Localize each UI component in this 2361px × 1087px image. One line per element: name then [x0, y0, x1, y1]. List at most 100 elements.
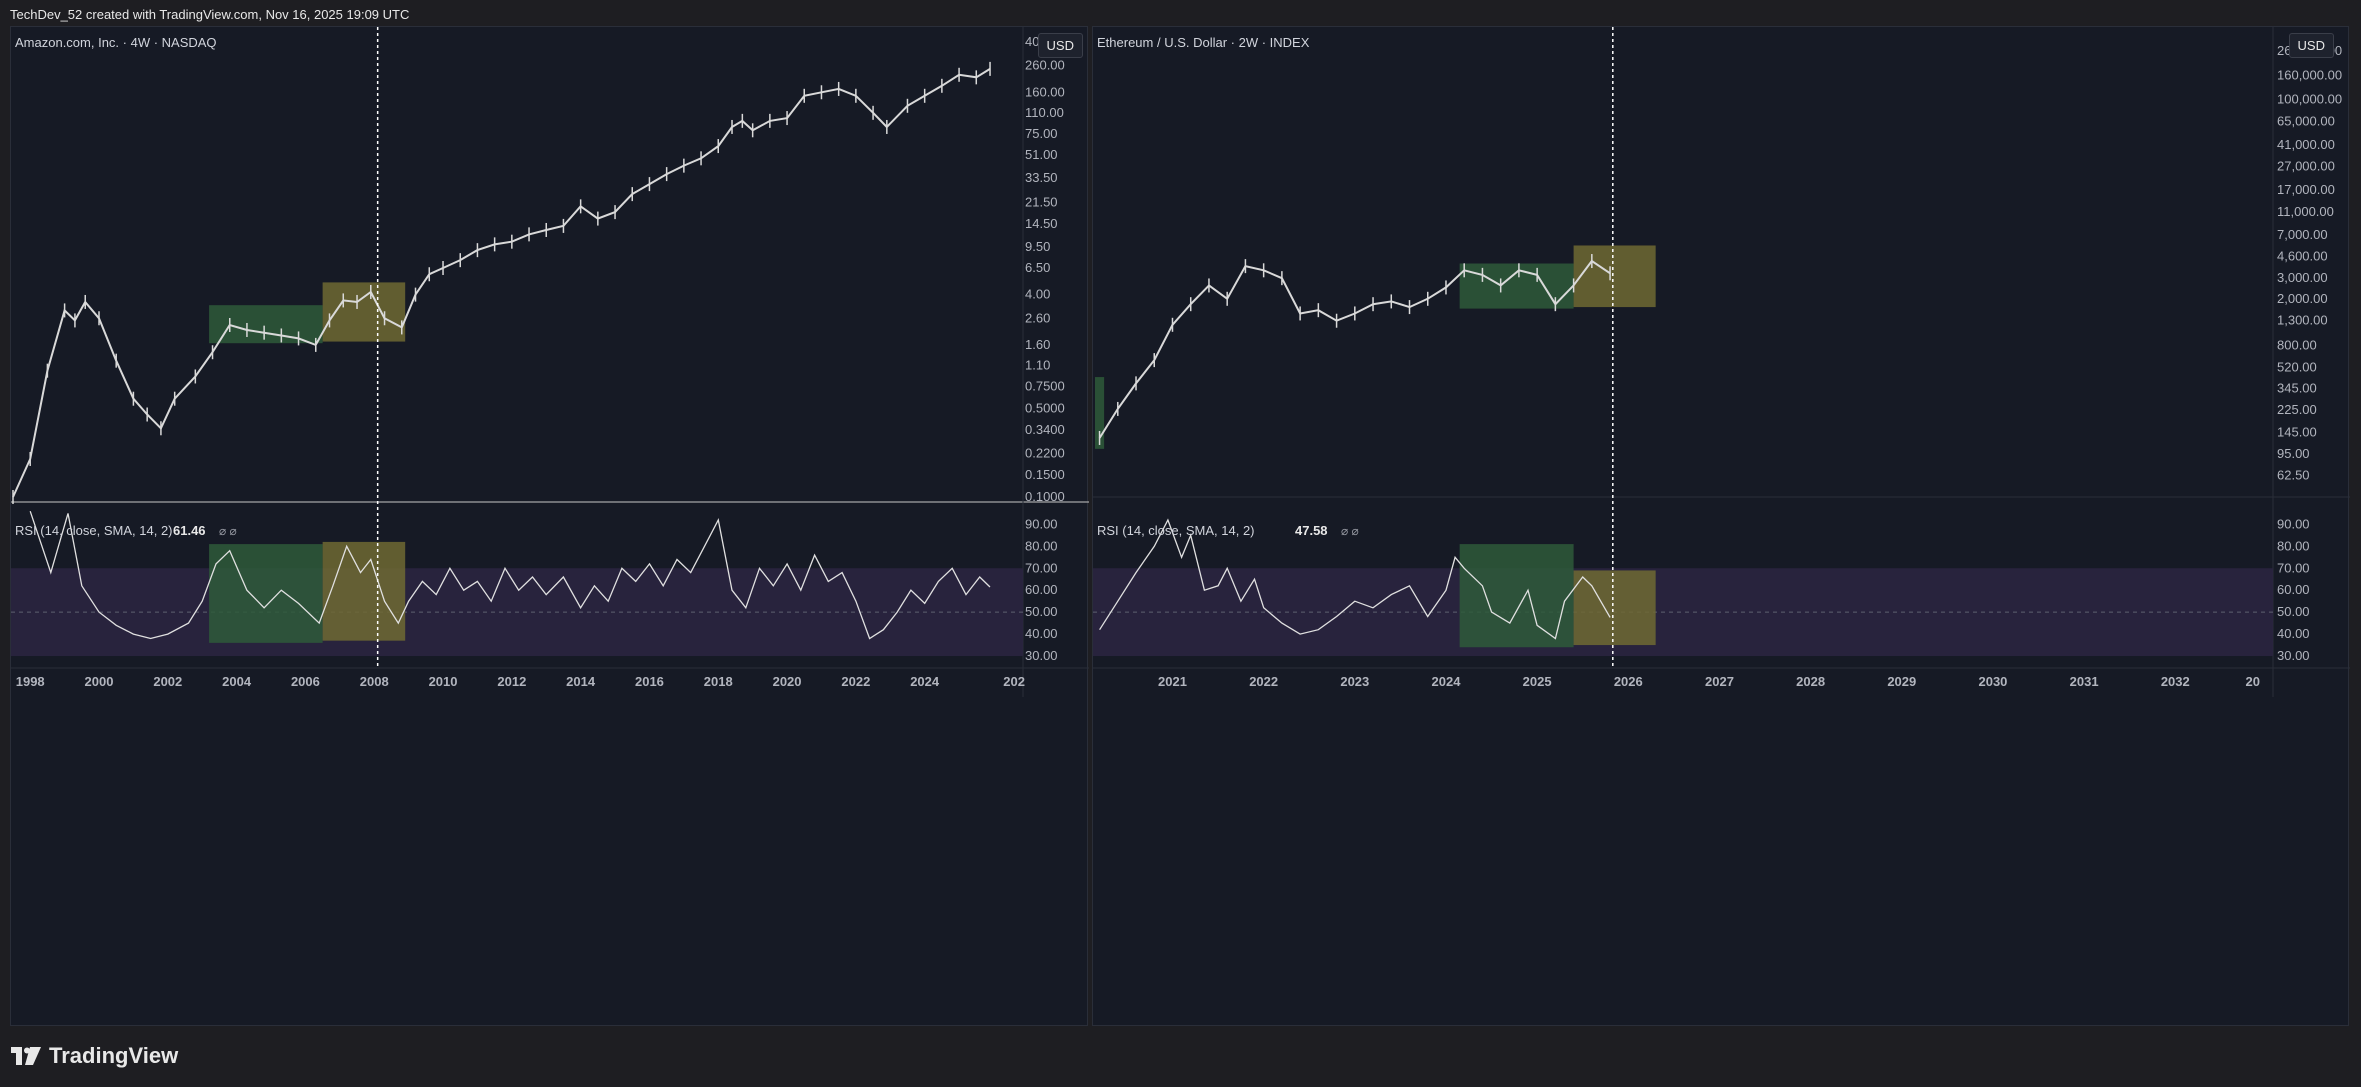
time-tick-label: 2020 — [773, 674, 802, 689]
highlight-box-green — [1095, 377, 1105, 449]
highlight-box-green — [209, 305, 323, 344]
header-credit: TechDev_52 created with TradingView.com,… — [10, 7, 410, 22]
price-tick-label: 0.1500 — [1025, 467, 1065, 482]
rsi-tick-label: 80.00 — [1025, 538, 1058, 553]
time-tick-label: 2024 — [1432, 674, 1462, 689]
price-tick-label: 17,000.00 — [2277, 182, 2335, 197]
price-tick-label: 41,000.00 — [2277, 137, 2335, 152]
price-tick-label: 3,000.00 — [2277, 270, 2328, 285]
time-tick-label: 2018 — [704, 674, 733, 689]
time-tick-label: 202 — [1003, 674, 1025, 689]
price-tick-label: 260.00 — [1025, 58, 1065, 73]
time-tick-label: 2026 — [1614, 674, 1643, 689]
chart-title: Amazon.com, Inc. · 4W · NASDAQ — [15, 35, 217, 50]
rsi-tick-label: 60.00 — [1025, 582, 1058, 597]
currency-badge[interactable]: USD — [2288, 33, 2334, 58]
price-tick-label: 225.00 — [2277, 402, 2317, 417]
price-tick-label: 95.00 — [2277, 446, 2310, 461]
rsi-tick-label: 40.00 — [1025, 626, 1058, 641]
price-tick-label: 14.50 — [1025, 216, 1058, 231]
time-tick-label: 1998 — [16, 674, 45, 689]
price-tick-label: 7,000.00 — [2277, 227, 2328, 242]
price-tick-label: 800.00 — [2277, 337, 2317, 352]
price-tick-label: 0.1000 — [1025, 489, 1065, 504]
price-tick-label: 0.3400 — [1025, 422, 1065, 437]
price-tick-label: 110.00 — [1025, 105, 1064, 120]
rsi-line — [1099, 518, 1611, 640]
rsi-tick-label: 30.00 — [1025, 648, 1058, 663]
time-tick-label: 2022 — [1249, 674, 1278, 689]
time-tick-label: 2023 — [1340, 674, 1369, 689]
time-tick-label: 2004 — [222, 674, 252, 689]
rsi-highlight-box-green — [209, 544, 323, 643]
time-tick-label: 2024 — [910, 674, 940, 689]
price-tick-label: 100,000.00 — [2277, 92, 2342, 107]
time-tick-label: 2027 — [1705, 674, 1734, 689]
ethereum-chart-svg[interactable]: Ethereum / U.S. Dollar · 2W · INDEX260,0… — [1093, 27, 2350, 1027]
price-tick-label: 6.50 — [1025, 260, 1050, 275]
price-tick-label: 9.50 — [1025, 239, 1050, 254]
price-tick-label: 1.60 — [1025, 337, 1050, 352]
rsi-tick-label: 30.00 — [2277, 648, 2310, 663]
rsi-tick-label: 80.00 — [2277, 538, 2310, 553]
tradingview-logo-icon — [11, 1047, 41, 1065]
price-tick-label: 4.00 — [1025, 287, 1050, 302]
time-tick-label: 2021 — [1158, 674, 1187, 689]
tradingview-brand: TradingView — [49, 1043, 179, 1068]
time-tick-label: 2022 — [841, 674, 870, 689]
footer: TradingView — [11, 1043, 178, 1069]
price-tick-label: 75.00 — [1025, 126, 1058, 141]
rsi-visibility-icon: ⌀ ⌀ — [219, 524, 237, 538]
rsi-highlight-box-yellow — [1573, 570, 1656, 646]
price-tick-label: 0.5000 — [1025, 401, 1065, 416]
rsi-tick-label: 90.00 — [1025, 516, 1058, 531]
price-tick-label: 62.50 — [2277, 467, 2310, 482]
rsi-band — [1093, 568, 2273, 657]
price-tick-label: 520.00 — [2277, 359, 2317, 374]
time-tick-label: 2016 — [635, 674, 664, 689]
rsi-tick-label: 40.00 — [2277, 626, 2310, 641]
rsi-tick-label: 50.00 — [1025, 604, 1058, 619]
rsi-label: RSI (14, close, SMA, 14, 2) — [15, 523, 173, 538]
time-tick-label: 2032 — [2161, 674, 2190, 689]
time-tick-label: 2002 — [153, 674, 182, 689]
time-tick-label: 2014 — [566, 674, 596, 689]
time-tick-label: 2010 — [429, 674, 458, 689]
time-tick-label: 2028 — [1796, 674, 1825, 689]
price-tick-label: 1,300.00 — [2277, 313, 2328, 328]
price-tick-label: 2,000.00 — [2277, 291, 2328, 306]
time-tick-label: 2025 — [1523, 674, 1552, 689]
price-tick-label: 27,000.00 — [2277, 158, 2335, 173]
time-tick-label: 2000 — [85, 674, 114, 689]
time-tick-label: 2029 — [1887, 674, 1916, 689]
highlight-box-yellow — [1573, 245, 1656, 308]
rsi-visibility-icon: ⌀ ⌀ — [1341, 524, 1359, 538]
price-tick-label: 51.00 — [1025, 147, 1058, 162]
price-tick-label: 65,000.00 — [2277, 114, 2335, 129]
rsi-value: 61.46 — [173, 523, 206, 538]
price-tick-label: 33.50 — [1025, 170, 1058, 185]
time-tick-label: 2012 — [497, 674, 526, 689]
time-tick-label: 2006 — [291, 674, 320, 689]
price-tick-label: 21.50 — [1025, 194, 1058, 209]
rsi-highlight-box-green — [1459, 544, 1574, 648]
rsi-line — [29, 510, 991, 640]
rsi-tick-label: 70.00 — [1025, 560, 1058, 575]
price-tick-label: 1.10 — [1025, 357, 1050, 372]
rsi-tick-label: 50.00 — [2277, 604, 2310, 619]
rsi-value: 47.58 — [1295, 523, 1328, 538]
price-tick-label: 0.2200 — [1025, 446, 1065, 461]
price-tick-label: 2.60 — [1025, 310, 1050, 325]
rsi-highlight-box-yellow — [322, 541, 406, 641]
amazon-chart-panel[interactable]: Amazon.com, Inc. · 4W · NASDAQ400.00260.… — [10, 26, 1089, 1027]
ethereum-chart-panel[interactable]: Ethereum / U.S. Dollar · 2W · INDEX260,0… — [1092, 26, 2350, 1027]
price-tick-label: 160.00 — [1025, 84, 1065, 99]
currency-badge[interactable]: USD — [1037, 33, 1083, 58]
time-tick-label: 2008 — [360, 674, 389, 689]
price-series-line — [12, 68, 991, 498]
amazon-chart-svg[interactable]: Amazon.com, Inc. · 4W · NASDAQ400.00260.… — [11, 27, 1089, 1027]
price-tick-label: 160,000.00 — [2277, 68, 2342, 83]
rsi-tick-label: 60.00 — [2277, 582, 2310, 597]
price-tick-label: 4,600.00 — [2277, 248, 2328, 263]
rsi-tick-label: 70.00 — [2277, 560, 2310, 575]
